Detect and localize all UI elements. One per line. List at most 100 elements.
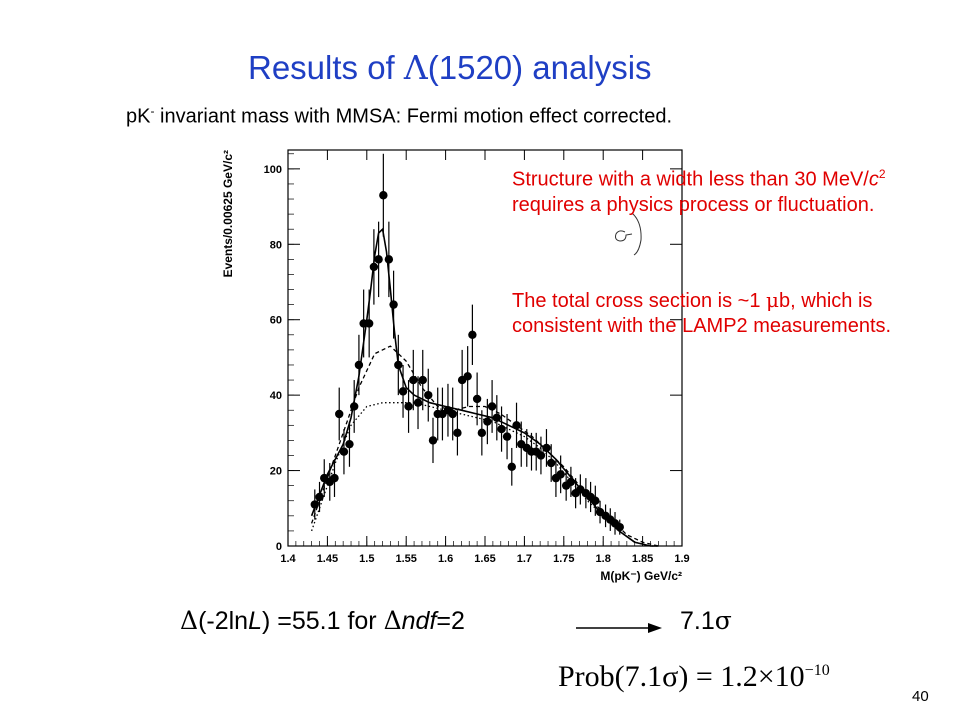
prob-exponent: −10 xyxy=(804,662,830,679)
data-point xyxy=(394,334,403,396)
data-point xyxy=(512,402,521,448)
x-tick-label: 1.9 xyxy=(674,553,689,565)
data-marker xyxy=(591,496,600,505)
data-point xyxy=(536,436,546,475)
data-marker xyxy=(463,372,472,381)
x-tick-label: 1.4 xyxy=(280,553,296,565)
fit-curve-dashed xyxy=(310,345,659,547)
y-tick-label: 20 xyxy=(270,466,282,478)
y-tick-label: 0 xyxy=(276,541,282,553)
slide-subtitle: pK- invariant mass with MMSA: Fermi moti… xyxy=(126,104,672,129)
x-tick-label: 1.85 xyxy=(632,553,653,565)
data-marker xyxy=(418,375,427,385)
sigma-value: 7.1 xyxy=(680,607,715,635)
title-text-b: (1520) analysis xyxy=(427,49,652,86)
data-point xyxy=(418,349,427,411)
sigma-symbol: σ xyxy=(714,606,732,635)
page-number: 40 xyxy=(912,688,929,705)
data-point xyxy=(542,429,551,467)
data-marker xyxy=(492,413,502,422)
annotation1-c: c xyxy=(868,168,879,191)
data-marker xyxy=(453,428,462,438)
data-marker xyxy=(349,402,359,411)
data-point xyxy=(566,466,576,497)
data-point xyxy=(413,376,423,430)
subtitle-text-b: invariant mass with MMSA: Fermi motion e… xyxy=(154,105,673,128)
data-point xyxy=(468,304,477,365)
data-marker xyxy=(345,439,354,449)
annotation1-sup: 2 xyxy=(878,167,886,181)
title-lambda-symbol: Λ xyxy=(403,48,428,87)
data-point xyxy=(345,421,354,467)
x-tick-label: 1.5 xyxy=(359,553,374,565)
subtitle-superscript: - xyxy=(150,104,155,118)
data-point xyxy=(364,289,374,358)
data-marker xyxy=(389,300,398,309)
data-point xyxy=(404,380,413,433)
annotation1-text-a: Structure with a width less than 30 MeV/ xyxy=(512,168,869,191)
data-point xyxy=(349,380,359,433)
y-tick-label: 60 xyxy=(270,315,282,327)
data-marker xyxy=(566,477,576,487)
data-point xyxy=(483,398,492,445)
data-point xyxy=(556,455,565,494)
x-axis-title: M(pK⁻) GeV/c² xyxy=(600,569,682,583)
data-marker xyxy=(487,402,497,411)
hand-drawn-sigma-mark xyxy=(615,230,633,242)
data-point xyxy=(428,417,438,464)
data-marker xyxy=(409,375,418,385)
y-tick-label: 40 xyxy=(270,390,282,402)
data-marker xyxy=(507,462,516,471)
data-marker xyxy=(502,432,512,441)
data-marker xyxy=(536,451,546,460)
annotation2-text-a: The total cross section is ~1 xyxy=(512,290,767,312)
data-point xyxy=(339,429,349,475)
x-tick-label: 1.45 xyxy=(317,553,338,565)
data-marker xyxy=(483,417,492,426)
x-tick-label: 1.75 xyxy=(553,553,574,565)
data-marker xyxy=(546,458,556,468)
title-text-a: Results of xyxy=(248,49,404,86)
data-point xyxy=(497,406,506,452)
annotation-cross-section: The total cross section is ~1 μb, which … xyxy=(512,288,942,339)
data-marker xyxy=(398,387,408,396)
x-tick-label: 1.55 xyxy=(395,553,416,565)
data-marker xyxy=(364,319,374,328)
prob-text: Prob(7.1σ) = 1.2×10 xyxy=(558,660,805,693)
data-point xyxy=(448,387,457,441)
data-point xyxy=(591,485,600,516)
x-tick-label: 1.7 xyxy=(517,553,532,565)
eq-delta-2: Δ xyxy=(383,606,402,635)
data-marker xyxy=(369,262,379,272)
subtitle-text-a: pK xyxy=(126,105,151,128)
data-point xyxy=(424,368,433,422)
data-point xyxy=(374,221,383,298)
y-axis-title: Events/0.00625 GeV/c² xyxy=(221,150,235,277)
data-marker xyxy=(354,360,364,370)
annotation-width-structure: Structure with a width less than 30 MeV/… xyxy=(512,162,942,218)
data-marker xyxy=(315,492,324,502)
data-marker xyxy=(384,255,394,264)
data-point xyxy=(463,346,472,407)
y-tick-label: 80 xyxy=(270,239,282,251)
data-marker xyxy=(428,436,438,445)
data-marker xyxy=(468,330,477,339)
data-marker xyxy=(413,398,423,407)
data-point xyxy=(335,387,344,441)
data-marker xyxy=(472,394,482,404)
data-marker xyxy=(477,428,487,438)
data-marker xyxy=(497,424,506,434)
data-marker xyxy=(542,443,551,453)
data-marker xyxy=(330,473,339,483)
data-point xyxy=(310,489,319,520)
data-marker xyxy=(424,390,433,400)
data-point xyxy=(389,270,398,339)
eq-delta-1: Δ xyxy=(180,606,199,635)
probability-formula: Prob(7.1σ) = 1.2×10−10 xyxy=(558,660,830,694)
data-point xyxy=(315,481,324,513)
data-point xyxy=(409,349,418,411)
data-marker xyxy=(374,255,383,264)
data-point xyxy=(354,334,364,396)
fit-curve-solid xyxy=(310,227,659,547)
